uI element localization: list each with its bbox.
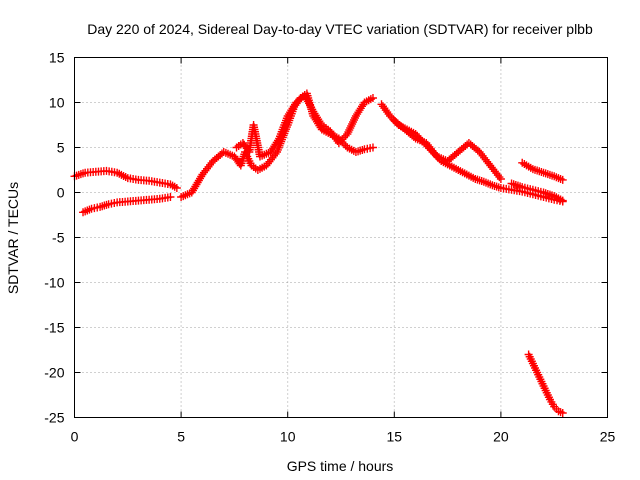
x-tick-label: 20 (493, 429, 509, 445)
y-tick-label: 0 (57, 185, 65, 201)
data-point-trail (336, 137, 345, 146)
data-point-trail (273, 136, 282, 145)
data-point-trail (495, 173, 504, 182)
y-tick-label: 5 (57, 140, 65, 156)
data-point (386, 112, 395, 120)
y-tick-label: -25 (44, 410, 64, 426)
data-point (368, 143, 377, 152)
y-tick-label: -15 (44, 320, 64, 336)
x-tick-label: 5 (177, 429, 185, 445)
data-point (172, 184, 181, 192)
data-point (558, 409, 567, 417)
data-point (496, 175, 505, 183)
data-point (558, 175, 567, 184)
y-tick-label: -5 (52, 230, 65, 246)
data-marks (70, 89, 567, 417)
plot-frame (74, 57, 608, 418)
data-point (334, 139, 343, 147)
y-tick-label: -20 (44, 365, 64, 381)
x-tick-label: 10 (280, 429, 296, 445)
y-tick-label: -10 (44, 275, 64, 291)
grid-lines (74, 57, 608, 418)
data-point-trail (339, 133, 348, 142)
data-point (166, 193, 175, 201)
x-tick-label: 25 (600, 429, 616, 445)
axis-ticks: 0 5 10 15 20 25 -25 -20 -15 -10 -5 0 5 10 15 (44, 50, 615, 445)
data-point-trail (271, 149, 280, 158)
data-point-trail (338, 135, 347, 144)
data-point (368, 94, 377, 102)
y-tick-label: 10 (49, 95, 65, 111)
x-tick-label: 0 (71, 429, 79, 445)
data-point (558, 196, 567, 205)
y-axis-label: SDTVAR / TECUs (5, 182, 21, 294)
x-tick-label: 15 (387, 429, 403, 445)
x-axis-label: GPS time / hours (287, 458, 394, 474)
chart-title: Day 220 of 2024, Sidereal Day-to-day VTE… (87, 21, 593, 37)
y-tick-label: 15 (49, 50, 65, 66)
